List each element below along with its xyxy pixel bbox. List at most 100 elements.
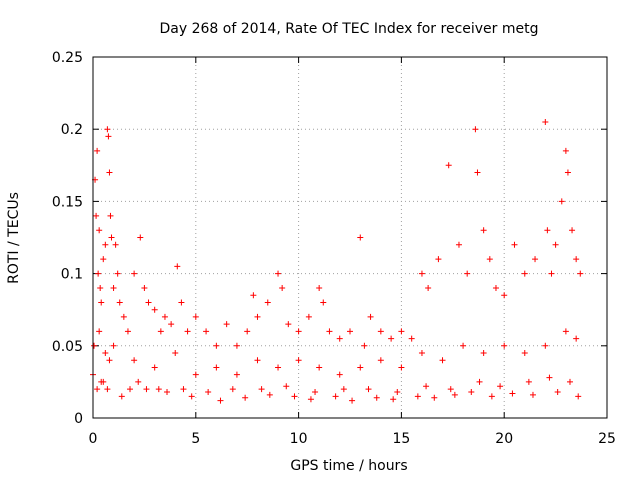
data-point bbox=[105, 133, 112, 140]
grid-lines bbox=[93, 57, 607, 418]
data-point bbox=[357, 364, 364, 371]
data-point bbox=[460, 342, 467, 349]
data-point bbox=[307, 396, 314, 403]
x-tick-label: 10 bbox=[290, 431, 308, 447]
x-tick-label: 25 bbox=[598, 431, 616, 447]
data-point bbox=[184, 328, 191, 335]
data-point bbox=[143, 386, 150, 393]
data-point bbox=[388, 335, 395, 342]
y-tick-label: 0.15 bbox=[52, 194, 83, 210]
data-point bbox=[439, 357, 446, 364]
x-tick-label: 5 bbox=[191, 431, 200, 447]
data-point bbox=[573, 256, 580, 263]
data-point bbox=[106, 357, 113, 364]
axis-ticks bbox=[92, 56, 608, 419]
data-point bbox=[102, 350, 109, 357]
data-point bbox=[390, 396, 397, 403]
data-point bbox=[141, 285, 148, 292]
data-point bbox=[455, 241, 462, 248]
data-point bbox=[332, 393, 339, 400]
data-point bbox=[114, 270, 121, 277]
data-point bbox=[431, 394, 438, 401]
data-point bbox=[258, 386, 265, 393]
data-point bbox=[492, 285, 499, 292]
data-point bbox=[316, 285, 323, 292]
data-point bbox=[546, 374, 553, 381]
y-tick-label: 0.2 bbox=[61, 122, 83, 138]
data-point bbox=[509, 390, 516, 397]
data-point bbox=[264, 299, 271, 306]
x-tick-label: 20 bbox=[495, 431, 513, 447]
data-point bbox=[233, 342, 240, 349]
data-point bbox=[229, 386, 236, 393]
data-point bbox=[501, 292, 508, 299]
data-point bbox=[91, 342, 98, 349]
data-point bbox=[279, 285, 286, 292]
data-point bbox=[435, 256, 442, 263]
data-point bbox=[110, 285, 117, 292]
data-point bbox=[157, 328, 164, 335]
data-point bbox=[213, 364, 220, 371]
data-point bbox=[94, 386, 101, 393]
data-point bbox=[223, 321, 230, 328]
data-point bbox=[217, 397, 224, 404]
data-point bbox=[558, 198, 565, 205]
data-point bbox=[532, 256, 539, 263]
data-point bbox=[100, 378, 107, 385]
data-point bbox=[254, 357, 261, 364]
data-point bbox=[104, 126, 111, 133]
data-point bbox=[244, 328, 251, 335]
data-point bbox=[336, 335, 343, 342]
data-point bbox=[464, 270, 471, 277]
data-point bbox=[377, 357, 384, 364]
data-point bbox=[486, 256, 493, 263]
data-point bbox=[408, 335, 415, 342]
data-point bbox=[127, 386, 134, 393]
data-point bbox=[118, 393, 125, 400]
data-point bbox=[266, 391, 273, 398]
data-point bbox=[305, 313, 312, 320]
data-point bbox=[497, 383, 504, 390]
data-point bbox=[569, 227, 576, 234]
data-point bbox=[137, 234, 144, 241]
y-tick-label: 0.05 bbox=[52, 339, 83, 355]
data-points bbox=[90, 118, 584, 404]
data-point bbox=[155, 386, 162, 393]
data-point bbox=[100, 256, 107, 263]
data-point bbox=[377, 328, 384, 335]
data-point bbox=[326, 328, 333, 335]
data-point bbox=[544, 227, 551, 234]
data-point bbox=[480, 350, 487, 357]
data-point bbox=[96, 227, 103, 234]
data-point bbox=[131, 270, 138, 277]
data-point bbox=[418, 350, 425, 357]
data-point bbox=[423, 383, 430, 390]
data-point bbox=[488, 393, 495, 400]
data-point bbox=[398, 364, 405, 371]
data-point bbox=[275, 270, 282, 277]
data-point bbox=[108, 234, 115, 241]
data-point bbox=[320, 299, 327, 306]
data-point bbox=[203, 328, 210, 335]
data-point bbox=[135, 378, 142, 385]
data-point bbox=[365, 386, 372, 393]
data-point bbox=[425, 285, 432, 292]
data-point bbox=[93, 212, 100, 219]
data-point bbox=[174, 263, 181, 270]
data-point bbox=[357, 234, 364, 241]
data-point bbox=[445, 162, 452, 169]
data-point bbox=[336, 371, 343, 378]
x-axis-label: GPS time / hours bbox=[290, 458, 407, 474]
data-point bbox=[414, 393, 421, 400]
data-point bbox=[192, 313, 199, 320]
data-point bbox=[501, 342, 508, 349]
data-point bbox=[451, 391, 458, 398]
data-point bbox=[94, 147, 101, 154]
data-point bbox=[529, 391, 536, 398]
data-point bbox=[275, 364, 282, 371]
data-point bbox=[106, 169, 113, 176]
data-point bbox=[447, 386, 454, 393]
data-point bbox=[418, 270, 425, 277]
data-point bbox=[295, 357, 302, 364]
